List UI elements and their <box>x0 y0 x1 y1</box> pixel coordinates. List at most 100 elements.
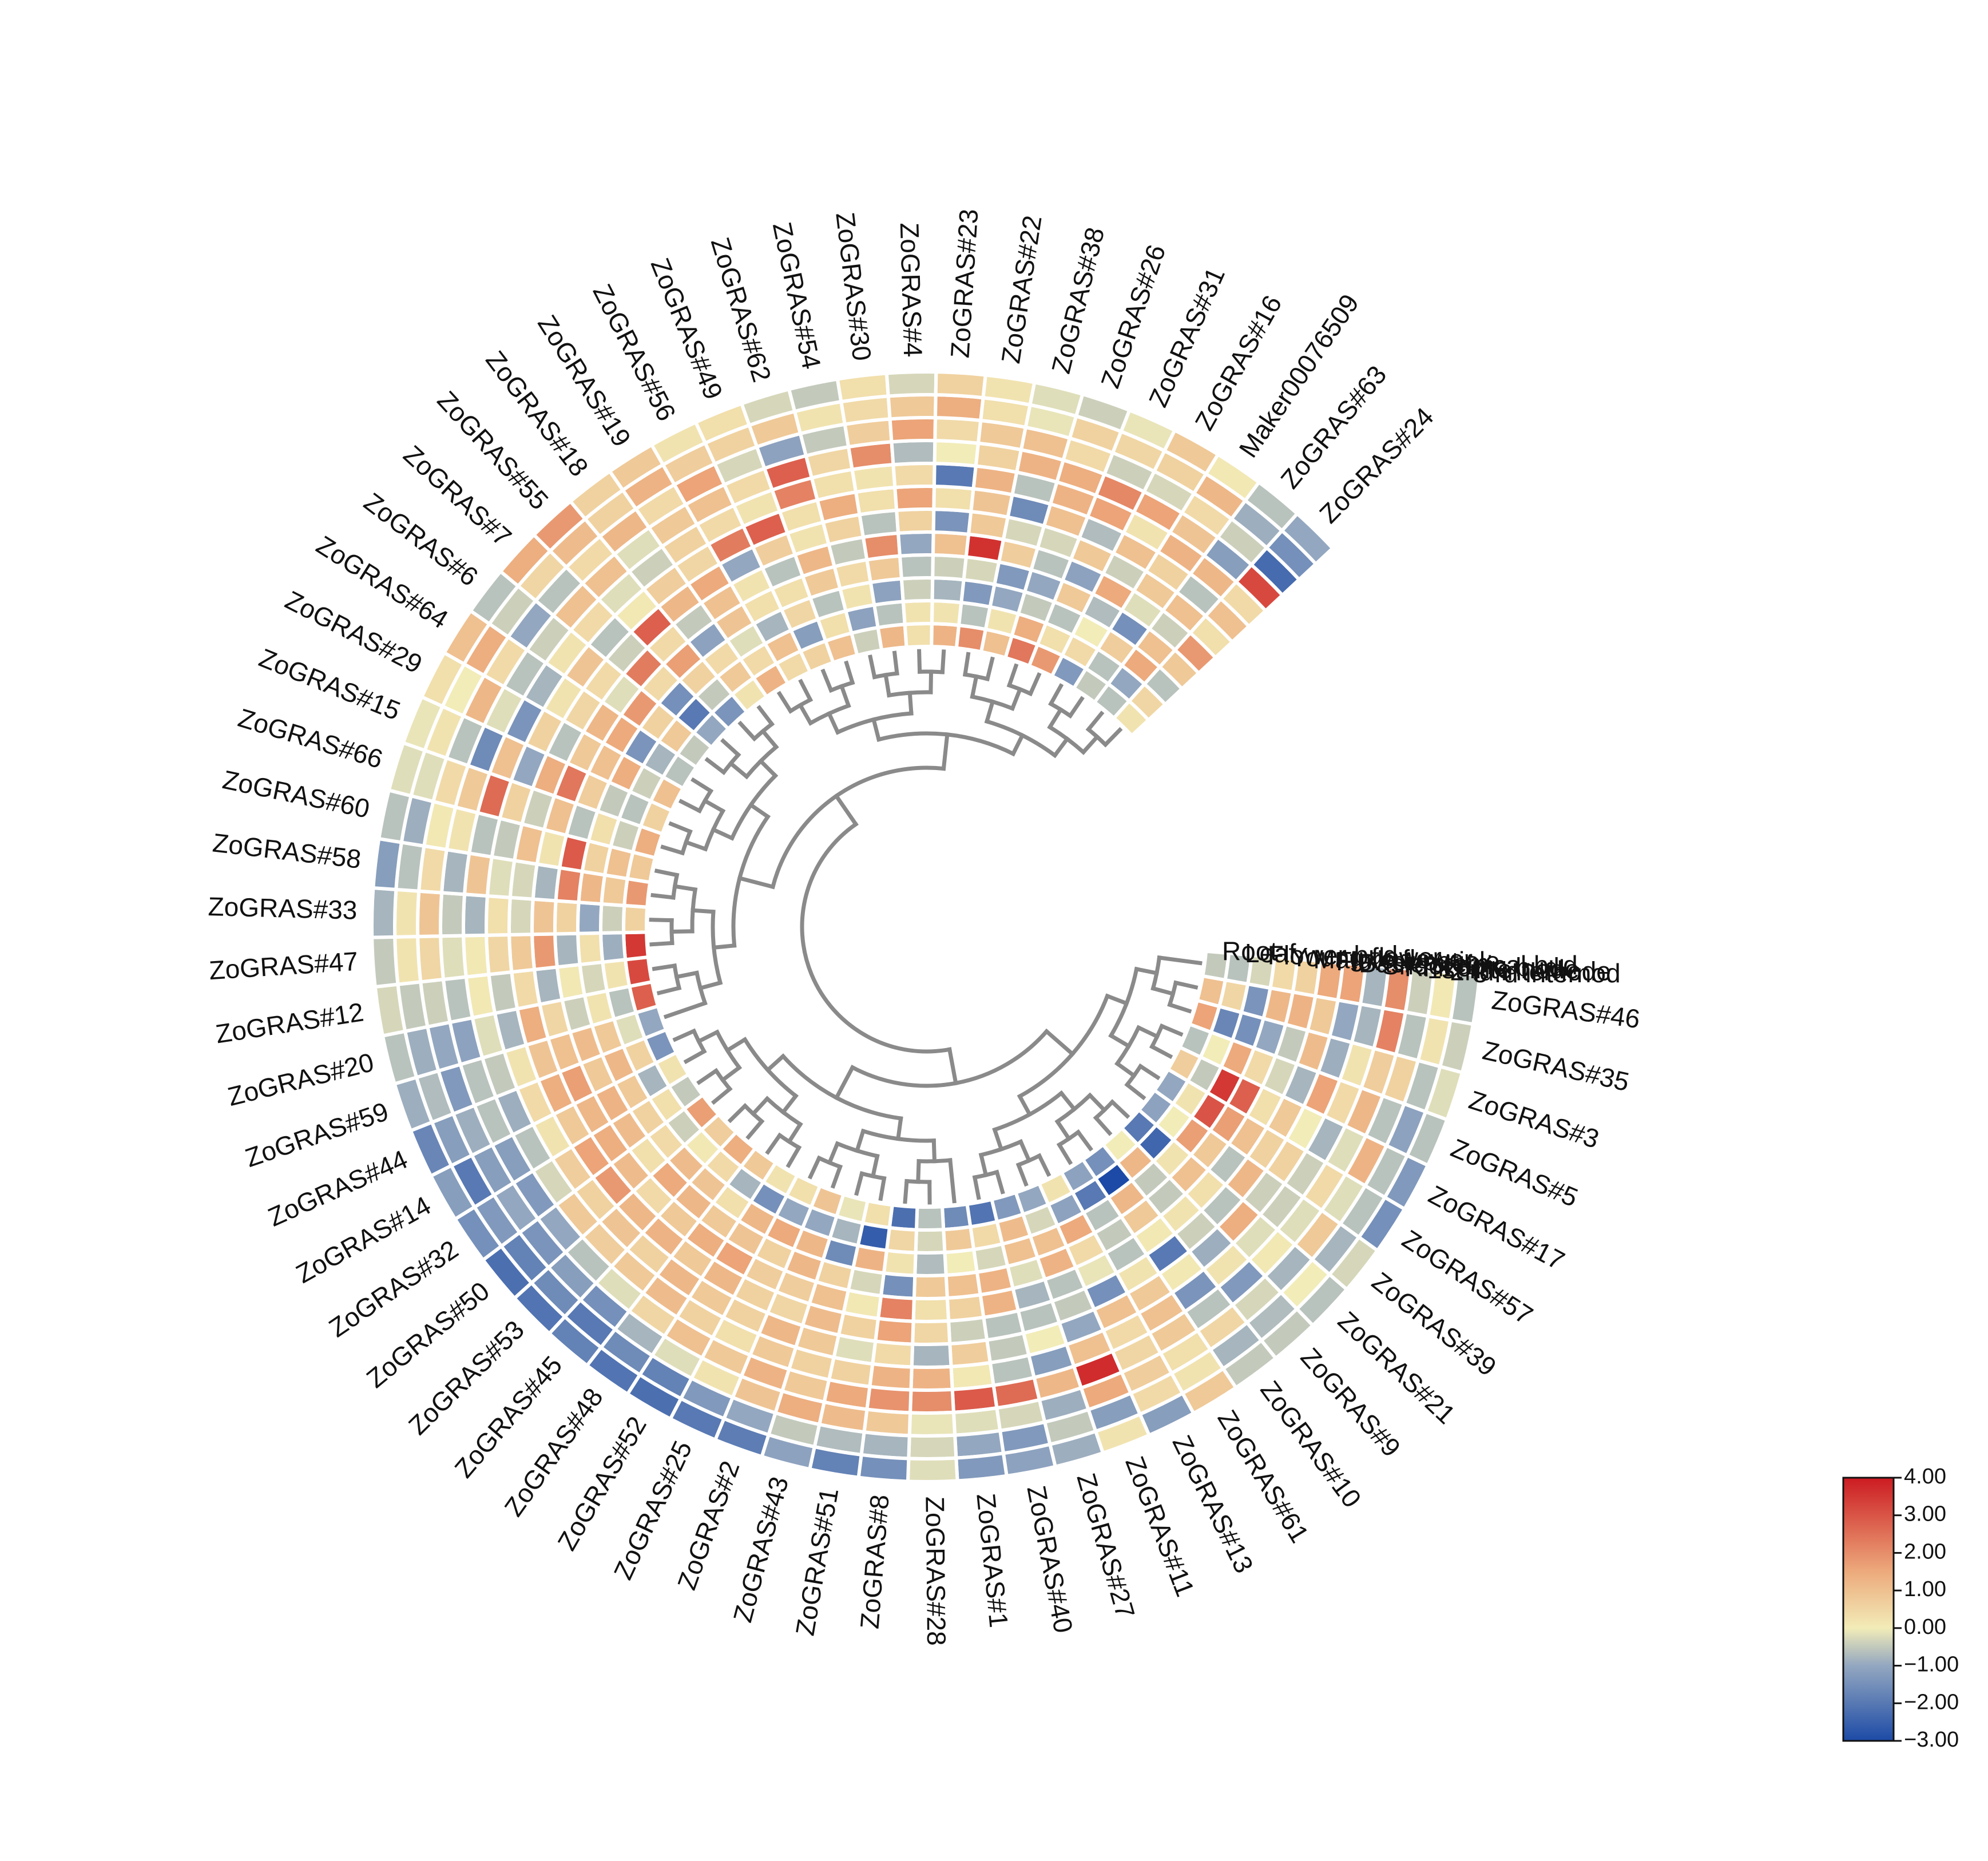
gene-label: ZoGRAS#8 <box>854 1494 894 1630</box>
heatmap-cell <box>393 887 421 939</box>
heatmap-cell <box>370 886 398 939</box>
tree-branch <box>978 1152 989 1178</box>
tree-arc <box>876 731 1016 757</box>
tree-branch <box>745 1118 765 1140</box>
color-scale-legend: 4.00 3.00 2.00 1.00 0.00 −1.00 −2.00 −3.00 <box>1842 1465 1959 1752</box>
tree-branch <box>776 691 793 714</box>
tree-branch <box>1056 1142 1073 1165</box>
tree-arc <box>1054 1092 1093 1125</box>
heatmap-cell <box>576 900 604 935</box>
tree-branch <box>963 652 971 677</box>
color-scale-ticks: 4.00 3.00 2.00 1.00 0.00 −1.00 −2.00 −3.00 <box>1894 1465 1959 1752</box>
heatmap-cell <box>906 1456 959 1483</box>
heatmap-cell <box>930 599 963 628</box>
gene-label: ZoGRAS#35 <box>1480 1035 1632 1097</box>
tree-branch <box>1150 986 1176 997</box>
tree-branch <box>917 649 922 674</box>
tree-branch <box>870 1153 880 1179</box>
gene-label: ZoGRAS#4 <box>895 222 928 358</box>
heatmap-cell <box>371 836 404 892</box>
tree-arc <box>886 690 933 698</box>
tree-branch <box>711 827 735 841</box>
tree-branch <box>907 691 914 716</box>
tree-branch <box>1010 687 1023 711</box>
tree-branch <box>1015 1162 1029 1187</box>
tree-arc <box>703 808 726 852</box>
tree-branch <box>691 908 716 914</box>
dendrogram <box>649 649 1203 1205</box>
tissue-label: Flower bud <box>1268 941 1398 970</box>
tree-branch <box>668 821 693 835</box>
tree-branch <box>1134 966 1160 976</box>
color-scale-tick-label: 1.00 <box>1904 1577 1946 1601</box>
tree-branch <box>798 678 814 703</box>
tree-branch <box>834 1065 855 1101</box>
tissue-label: Mature flower <box>1313 945 1473 974</box>
tree-branch <box>1114 1061 1137 1079</box>
heatmap-cell <box>530 897 558 937</box>
tree-branch <box>756 705 775 727</box>
tree-branch <box>1067 696 1085 719</box>
color-scale-tick-label: 0.00 <box>1904 1615 1946 1639</box>
heatmap-cell <box>485 894 512 937</box>
gene-label: ZoGRAS#46 <box>1490 985 1641 1034</box>
gene-label: ZoGRAS#40 <box>1021 1483 1078 1636</box>
heatmap-cell <box>886 393 938 421</box>
tree-branch <box>650 892 676 900</box>
tree-arc <box>904 1178 932 1184</box>
tree-branch <box>1075 1129 1093 1152</box>
tree-branch <box>691 777 714 794</box>
tree-branch <box>1108 1033 1132 1049</box>
heatmap-cell <box>903 622 934 649</box>
heatmap-cell <box>896 530 935 558</box>
tree-branch <box>1136 1025 1160 1039</box>
tree-branch <box>883 672 892 698</box>
tree-branch <box>683 1049 707 1065</box>
tree-arc <box>672 963 682 991</box>
heatmap-cell <box>879 1271 917 1300</box>
gene-label: ZoGRAS#27 <box>1071 1470 1141 1621</box>
tree-branch <box>678 799 703 814</box>
tissue-label: Young flower <box>1291 942 1442 972</box>
tree-branch <box>704 757 727 775</box>
tree-arc <box>1124 1063 1144 1088</box>
heatmap-cell <box>882 1248 918 1277</box>
heatmap-cell <box>416 889 444 939</box>
tree-branch <box>697 980 723 991</box>
tree-arc <box>764 1096 803 1128</box>
tree-branch <box>1018 1139 1032 1164</box>
tree-branch <box>839 684 851 708</box>
heatmap-cell <box>462 892 490 938</box>
tree-arc <box>751 721 775 742</box>
tree-arc <box>1167 980 1178 1007</box>
tissue-label: 2nd internode <box>1450 956 1611 986</box>
tree-branch <box>830 1164 843 1189</box>
tree-arc <box>744 744 779 780</box>
heatmap-cell <box>884 370 938 398</box>
gene-label: ZoGRAS#58 <box>211 827 363 874</box>
tree-branch <box>652 963 677 971</box>
heatmap-cell <box>901 599 934 626</box>
tree-branch <box>826 711 840 735</box>
heatmap-cells <box>370 370 1482 1483</box>
tree-arc <box>777 1132 802 1150</box>
tree-branch <box>1010 732 1025 757</box>
tissue-label: 1st internode <box>1427 954 1580 984</box>
heatmap-cell <box>370 935 400 989</box>
tree-branch <box>797 702 814 726</box>
tree-branch <box>916 1159 921 1184</box>
heatmap-cell <box>530 932 560 971</box>
tree-arc <box>1017 993 1110 1100</box>
tissue-label: Root <box>1222 937 1277 966</box>
heatmap-cell <box>931 553 969 582</box>
heatmap-cell <box>507 895 535 937</box>
color-scale-tick-label: 2.00 <box>1904 1539 1946 1564</box>
tree-arc <box>787 697 814 714</box>
tree-branch <box>654 868 680 878</box>
tree-branch <box>720 738 741 758</box>
tree-branch <box>940 649 946 674</box>
tree-branch <box>760 728 779 750</box>
tree-branch <box>871 717 882 742</box>
